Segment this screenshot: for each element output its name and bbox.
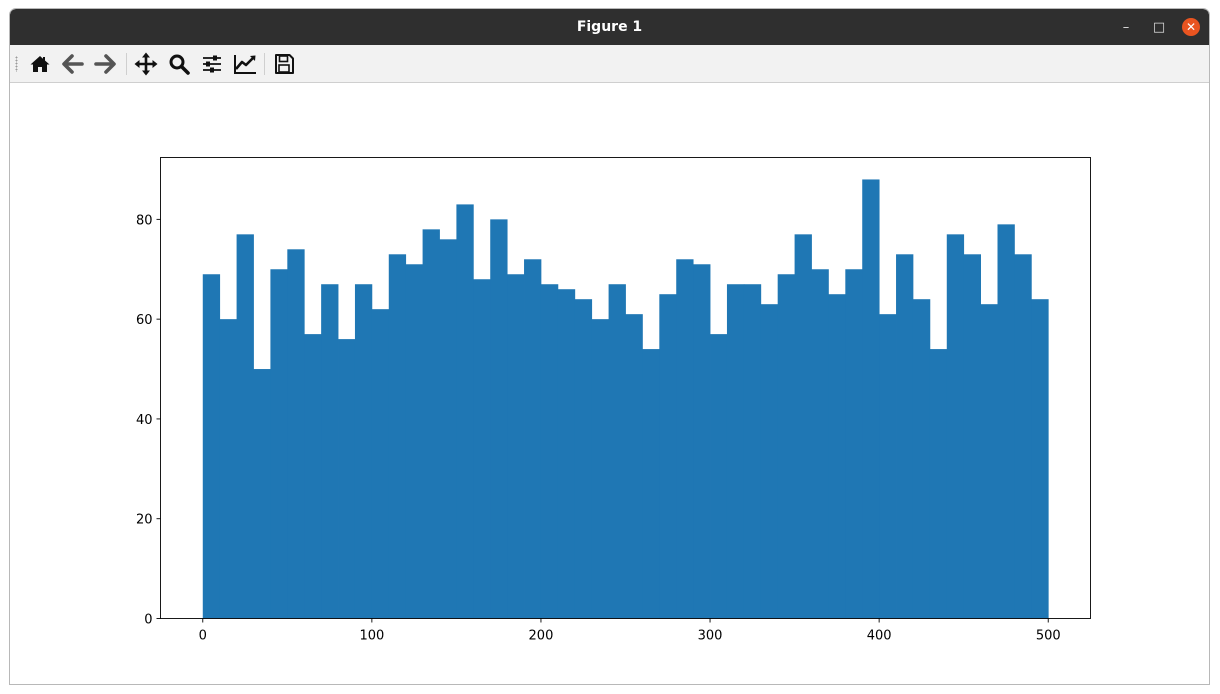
histogram-bar — [743, 284, 762, 619]
histogram-bar — [422, 229, 440, 619]
x-tick-label: 300 — [698, 629, 723, 644]
histogram-bar — [710, 334, 728, 619]
figure-canvas[interactable]: 0 100 200 300 400 500 0 20 40 60 80 — [10, 83, 1209, 684]
histogram-bar — [456, 204, 474, 619]
y-tick-label: 0 — [144, 613, 152, 628]
histogram-bar — [507, 274, 525, 619]
pan-icon — [134, 52, 158, 76]
customize-icon — [234, 55, 256, 74]
histogram-bar — [591, 319, 609, 619]
histogram-bar — [371, 309, 390, 619]
histogram-bar — [963, 254, 981, 619]
minimize-button[interactable]: – — [1122, 19, 1130, 35]
histogram-bar — [862, 179, 880, 619]
maximize-button[interactable]: □ — [1152, 19, 1166, 35]
y-tick-label: 60 — [136, 313, 153, 328]
histogram-bar — [811, 269, 829, 619]
figure-window: Figure 1 – □ ✕ — [9, 8, 1210, 685]
histogram-bar — [405, 264, 423, 619]
toolbar-separator — [264, 53, 265, 75]
histogram-bar — [490, 219, 508, 619]
histogram-bar — [845, 269, 863, 619]
customize-button[interactable] — [232, 51, 258, 77]
forward-arrow-icon — [94, 54, 116, 74]
y-tick-label: 80 — [136, 213, 153, 228]
window-title: Figure 1 — [576, 19, 643, 35]
histogram-bar — [287, 249, 305, 619]
histogram-bar — [439, 239, 457, 619]
histogram-bar — [828, 294, 846, 619]
histogram-bar — [760, 304, 779, 619]
histogram-bar — [980, 304, 998, 619]
histogram-bar — [625, 314, 643, 619]
histogram-bar — [557, 289, 576, 619]
histogram-bar — [574, 299, 593, 619]
histogram-bar — [473, 279, 491, 619]
histogram-bar — [896, 254, 914, 619]
histogram-bar — [338, 339, 356, 619]
y-tick-label: 40 — [136, 413, 153, 428]
histogram-bar — [1031, 299, 1049, 619]
histogram-bar — [946, 234, 965, 619]
histogram-bar — [524, 259, 542, 619]
histogram-bar — [608, 284, 626, 619]
histogram-bar — [879, 314, 897, 619]
histogram-bar — [540, 284, 559, 619]
x-tick-label: 0 — [199, 629, 207, 644]
histogram-bar — [659, 294, 677, 619]
histogram-bar — [912, 299, 931, 619]
zoom-button[interactable] — [166, 51, 192, 77]
x-tick-label: 100 — [359, 629, 384, 644]
histogram-bar — [726, 284, 745, 619]
histogram-bar — [777, 274, 795, 619]
toolbar-grip[interactable] — [15, 56, 18, 72]
histogram-chart: 0 100 200 300 400 500 0 20 40 60 80 — [136, 157, 1091, 644]
histogram-bar — [642, 349, 660, 619]
subplots-icon — [203, 55, 221, 73]
back-button[interactable] — [60, 51, 86, 77]
save-icon — [275, 54, 294, 74]
histogram-bar — [1014, 254, 1032, 619]
axes-frame — [160, 157, 1091, 619]
histogram-bar — [929, 349, 948, 619]
histogram-bar — [354, 284, 373, 619]
toolbar-separator — [126, 53, 127, 75]
histogram-bar — [388, 254, 407, 619]
x-tick-label: 500 — [1036, 629, 1061, 644]
y-tick-label: 20 — [136, 513, 153, 528]
histogram-bar — [676, 259, 694, 619]
histogram-bar — [202, 274, 221, 619]
title-bar[interactable]: Figure 1 – □ ✕ — [10, 9, 1209, 45]
close-button[interactable]: ✕ — [1182, 18, 1200, 36]
histogram-bar — [236, 234, 254, 619]
x-tick-label: 200 — [529, 629, 554, 644]
subplots-button[interactable] — [199, 51, 225, 77]
histogram-bar — [219, 319, 237, 619]
back-arrow-icon — [62, 54, 84, 74]
navigation-toolbar — [10, 45, 1209, 83]
forward-button[interactable] — [92, 51, 118, 77]
histogram-bar — [693, 264, 711, 619]
histogram-bar — [304, 334, 322, 619]
zoom-icon — [169, 54, 190, 75]
histogram-bar — [997, 224, 1015, 619]
save-button[interactable] — [271, 51, 297, 77]
home-button[interactable] — [27, 51, 53, 77]
histogram-bar — [321, 284, 339, 619]
pan-button[interactable] — [133, 51, 159, 77]
x-tick-label: 400 — [867, 629, 892, 644]
histogram-bar — [270, 269, 288, 619]
histogram-bar — [794, 234, 812, 619]
histogram-bar — [253, 369, 271, 619]
home-icon — [30, 56, 50, 72]
